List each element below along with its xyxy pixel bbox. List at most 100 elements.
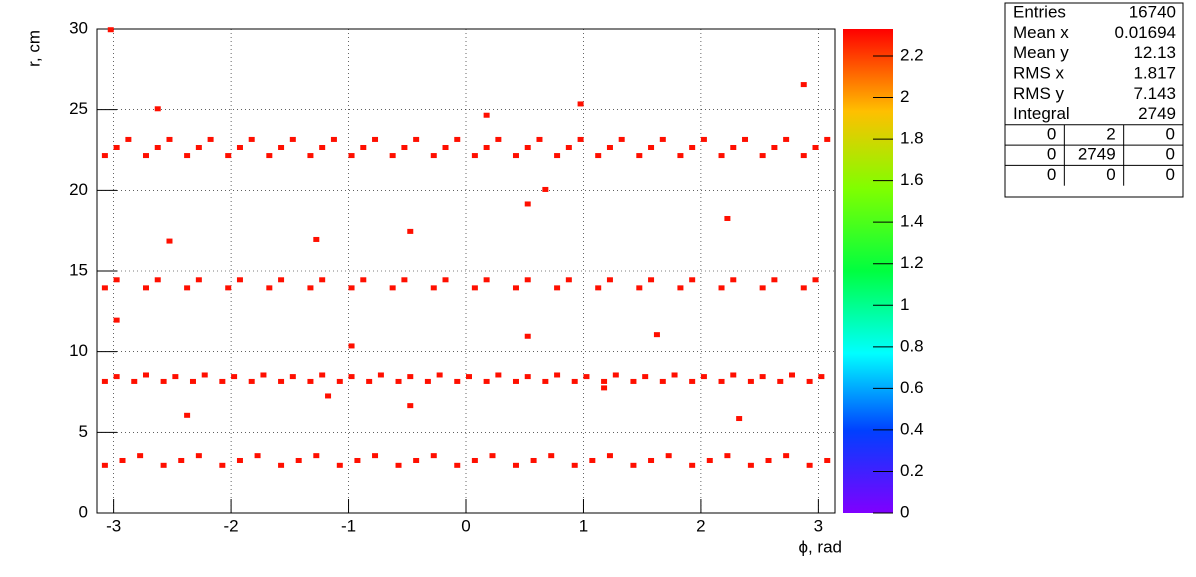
stats-cell: 0 — [1166, 165, 1175, 184]
heatmap-cell — [700, 374, 707, 380]
stats-label: Entries — [1013, 3, 1066, 22]
heatmap-cell — [442, 277, 449, 283]
heatmap-cell — [512, 378, 519, 384]
heatmap-cell — [689, 145, 696, 150]
heatmap-cell — [119, 457, 126, 463]
heatmap-cell — [195, 145, 202, 150]
heatmap-cell — [495, 136, 502, 142]
heatmap-cell — [401, 145, 408, 150]
heatmap-cell — [724, 215, 731, 221]
heatmap-cell — [195, 453, 202, 459]
heatmap-cell — [330, 136, 337, 142]
y-tick-label: 0 — [79, 502, 88, 521]
heatmap-cell — [800, 153, 807, 159]
heatmap-cell — [360, 145, 367, 150]
heatmap-cell — [524, 333, 531, 339]
heatmap-cell — [636, 153, 643, 159]
heatmap-cell — [260, 372, 267, 378]
z-tick-label: 2.2 — [900, 45, 924, 64]
heatmap-cell — [348, 285, 355, 291]
heatmap-cell — [642, 374, 649, 380]
heatmap-cell — [407, 374, 414, 380]
heatmap-cell — [207, 136, 214, 142]
y-tick-label: 30 — [69, 18, 88, 37]
heatmap-cell — [313, 453, 320, 459]
heatmap-cell — [166, 238, 173, 244]
stats-label: Integral — [1013, 104, 1070, 123]
heatmap-cell — [677, 285, 684, 291]
heatmap-cell — [278, 145, 285, 150]
heatmap-cell — [689, 277, 696, 283]
heatmap-cell — [248, 136, 255, 142]
heatmap-cell — [824, 136, 831, 142]
heatmap-cell — [407, 403, 414, 409]
heatmap-cell — [659, 136, 666, 142]
heatmap-cell — [689, 462, 696, 468]
y-axis-label: r, cm — [24, 30, 43, 67]
stats-value: 2749 — [1138, 104, 1176, 123]
stats-value: 0.01694 — [1115, 23, 1176, 42]
z-tick-label: 1.2 — [900, 253, 924, 272]
heatmap-cell — [172, 374, 179, 380]
color-bar — [843, 29, 893, 513]
heatmap-cell — [606, 277, 613, 283]
heatmap-cell — [336, 378, 343, 384]
heatmap-cell — [289, 374, 296, 380]
heatmap-cell — [601, 378, 608, 384]
heatmap-cell — [395, 462, 402, 468]
z-tick-label: 0.8 — [900, 336, 924, 355]
heatmap-cell — [812, 277, 819, 283]
heatmap-cell — [483, 277, 490, 283]
heatmap-cell — [184, 412, 191, 418]
heatmap-cell — [101, 285, 108, 291]
heatmap-cell — [771, 277, 778, 283]
heatmap-cell — [430, 285, 437, 291]
heatmap-cell — [289, 136, 296, 142]
x-axis-label: ϕ, rad — [798, 537, 842, 556]
heatmap-cell — [454, 378, 461, 384]
heatmap-cell — [307, 285, 314, 291]
heatmap-cell — [806, 462, 813, 468]
heatmap-cell — [154, 277, 161, 283]
heatmap-cell — [360, 277, 367, 283]
heatmap-cell — [225, 153, 232, 159]
heatmap-cell — [184, 285, 191, 291]
heatmap-cell — [471, 285, 478, 291]
heatmap-cell — [759, 374, 766, 380]
stats-value: 16740 — [1129, 3, 1176, 22]
heatmap-cell — [530, 457, 537, 463]
heatmap-cell — [800, 82, 807, 88]
heatmap-cell — [442, 145, 449, 150]
heatmap-cell — [471, 153, 478, 159]
heatmap-cell — [395, 378, 402, 384]
heatmap-cell — [454, 136, 461, 142]
heatmap-cell — [166, 136, 173, 142]
z-tick-label: 1.8 — [900, 129, 924, 148]
heatmap-cell — [219, 462, 226, 468]
y-tick-label: 10 — [69, 341, 88, 360]
y-tick-label: 5 — [79, 422, 88, 441]
heatmap-cell — [278, 462, 285, 468]
heatmap-cell — [648, 457, 655, 463]
heatmap-cell — [524, 374, 531, 380]
heatmap-cell — [630, 378, 637, 384]
heatmap-cell — [589, 457, 596, 463]
stats-cell: 2749 — [1078, 145, 1116, 164]
heatmap-cell — [636, 285, 643, 291]
heatmap-cell — [542, 378, 549, 384]
heatmap-cell — [407, 228, 414, 234]
heatmap-cell — [700, 136, 707, 142]
heatmap-cell — [225, 285, 232, 291]
stats-value: 1.817 — [1133, 64, 1176, 83]
heatmap-cell — [536, 136, 543, 142]
x-tick-label: 3 — [814, 516, 823, 535]
stats-value: 7.143 — [1133, 84, 1176, 103]
heatmap-cell — [577, 136, 584, 142]
heatmap-cell — [495, 372, 502, 378]
heatmap-cell — [777, 378, 784, 384]
heatmap-cell — [783, 453, 790, 459]
heatmap-cell — [236, 145, 243, 150]
heatmap-cell — [824, 457, 831, 463]
heatmap-cell — [424, 378, 431, 384]
heatmap-cell — [571, 462, 578, 468]
